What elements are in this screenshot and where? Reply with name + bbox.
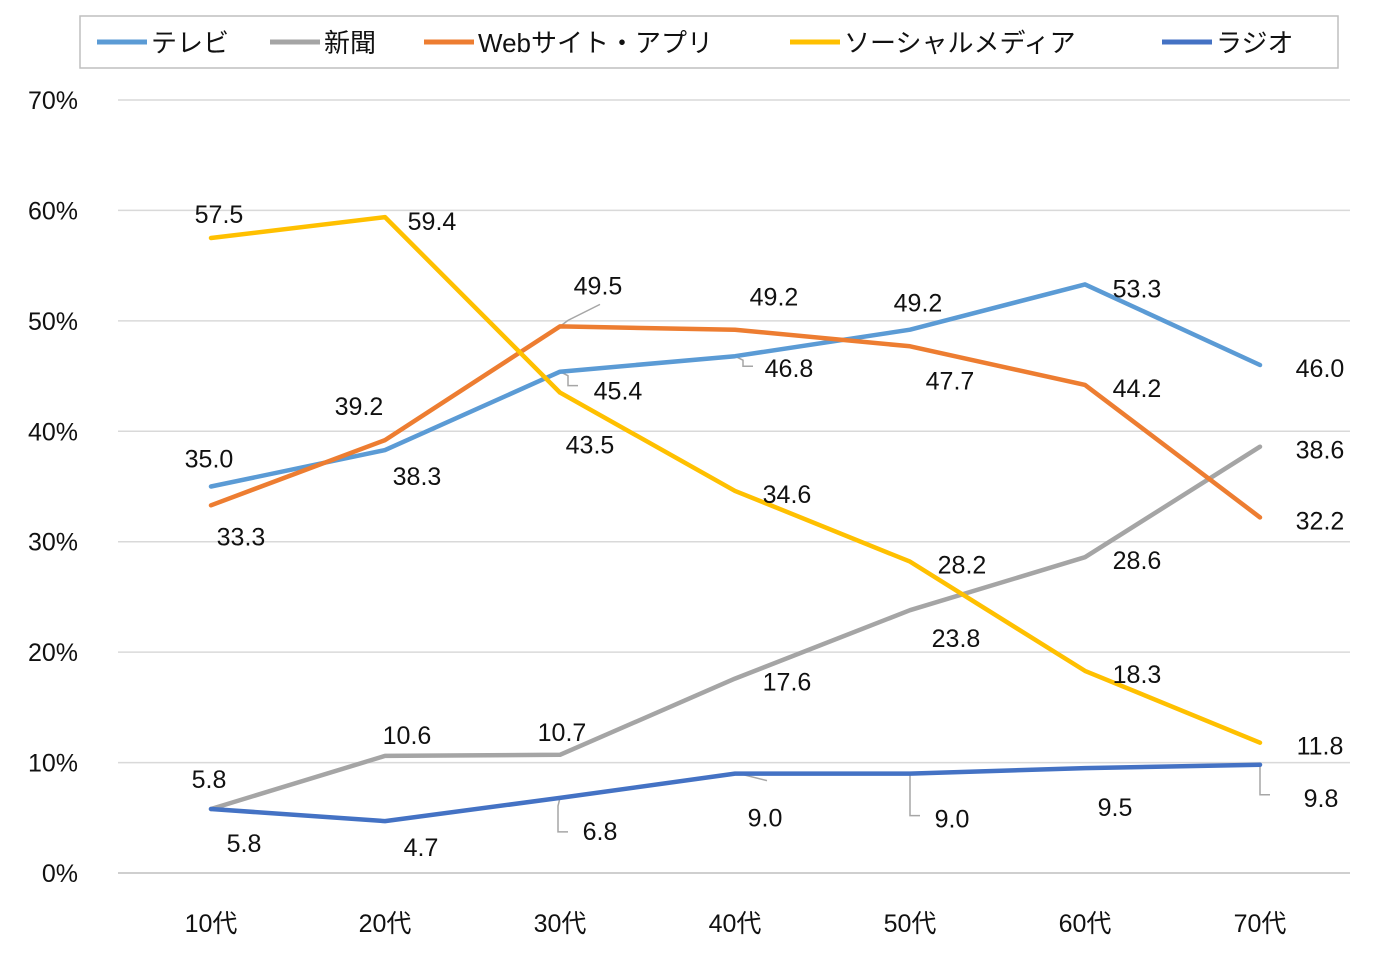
x-tick-label: 60代 (1059, 910, 1112, 938)
x-tick-label: 50代 (884, 910, 937, 938)
leader-line (557, 797, 568, 833)
series-lines (208, 214, 1263, 824)
data-label: 10.7 (538, 719, 587, 747)
y-tick-label: 50% (28, 308, 78, 336)
data-label: 9.5 (1098, 794, 1133, 822)
leader-line (1259, 764, 1270, 796)
data-label: 33.3 (217, 523, 266, 551)
x-tick-label: 20代 (359, 910, 412, 938)
y-tick-label: 10% (28, 750, 78, 778)
data-label: 28.2 (938, 552, 987, 580)
x-axis: 10代 20代 30代 40代 50代 60代 70代 (185, 910, 1287, 938)
data-label: 38.3 (393, 463, 442, 491)
data-label: 43.5 (566, 432, 615, 460)
data-label: 34.6 (763, 481, 812, 509)
leader-line (734, 355, 753, 367)
data-label: 10.6 (383, 722, 432, 750)
series-line-4 (208, 762, 1263, 824)
data-label: 28.6 (1113, 547, 1162, 575)
data-label: 23.8 (932, 625, 981, 653)
data-label: 49.5 (574, 272, 623, 300)
data-label: 44.2 (1113, 375, 1162, 403)
data-label: 39.2 (335, 393, 384, 421)
legend: テレビ 新聞 Webサイト・アプリ ソーシャルメディア ラジオ (79, 15, 1339, 69)
data-label: 4.7 (404, 834, 439, 862)
x-tick-label: 40代 (709, 910, 762, 938)
data-label: 49.2 (894, 290, 943, 318)
leader-line (559, 370, 578, 387)
data-label: 46.8 (765, 355, 814, 383)
y-tick-label: 20% (28, 639, 78, 667)
data-label: 38.6 (1296, 437, 1345, 465)
data-label: 53.3 (1113, 275, 1162, 303)
leader-line (909, 773, 920, 817)
data-label: 11.8 (1297, 733, 1344, 761)
data-label: 9.0 (748, 805, 783, 833)
series-line-2 (208, 324, 1263, 520)
series-line-1 (208, 444, 1263, 812)
legend-label-4: ラジオ (1216, 28, 1293, 58)
data-label: 46.0 (1296, 355, 1345, 383)
data-label: 32.2 (1296, 507, 1345, 535)
leader-line (559, 303, 601, 327)
y-axis: 0% 10% 20% 30% 40% 50% 60% 70% (28, 87, 78, 888)
series-line-3 (208, 214, 1263, 745)
y-tick-label: 30% (28, 529, 78, 557)
data-label: 9.0 (935, 806, 970, 834)
x-tick-label: 70代 (1234, 910, 1287, 938)
data-label: 59.4 (408, 208, 457, 236)
data-label: 17.6 (763, 669, 812, 697)
legend-label-1: 新聞 (324, 28, 376, 58)
data-label: 6.8 (583, 818, 618, 846)
data-label: 5.8 (192, 766, 227, 794)
data-label: 47.7 (926, 367, 975, 395)
x-tick-label: 10代 (185, 910, 238, 938)
data-labels: 35.0 38.3 45.4 46.8 49.2 53.3 46.0 5.8 10.6 10.7 1… (185, 201, 1345, 862)
legend-label-0: テレビ (151, 28, 229, 58)
data-label: 35.0 (185, 446, 234, 474)
data-label: 57.5 (195, 201, 244, 229)
data-label: 5.8 (227, 830, 262, 858)
series-line-0 (208, 282, 1263, 489)
label-leader-lines (557, 303, 1270, 833)
data-label: 49.2 (750, 284, 799, 312)
y-tick-label: 60% (28, 197, 78, 225)
data-label: 45.4 (594, 378, 643, 406)
data-label: 9.8 (1304, 785, 1339, 813)
x-tick-label: 30代 (534, 910, 587, 938)
data-label: 18.3 (1113, 661, 1162, 689)
y-tick-label: 70% (28, 87, 78, 115)
gridlines (118, 99, 1350, 874)
y-tick-label: 40% (28, 418, 78, 446)
legend-label-3: ソーシャルメディア (844, 28, 1076, 58)
legend-label-2: Webサイト・アプリ (478, 28, 713, 58)
y-tick-label: 0% (42, 860, 78, 888)
